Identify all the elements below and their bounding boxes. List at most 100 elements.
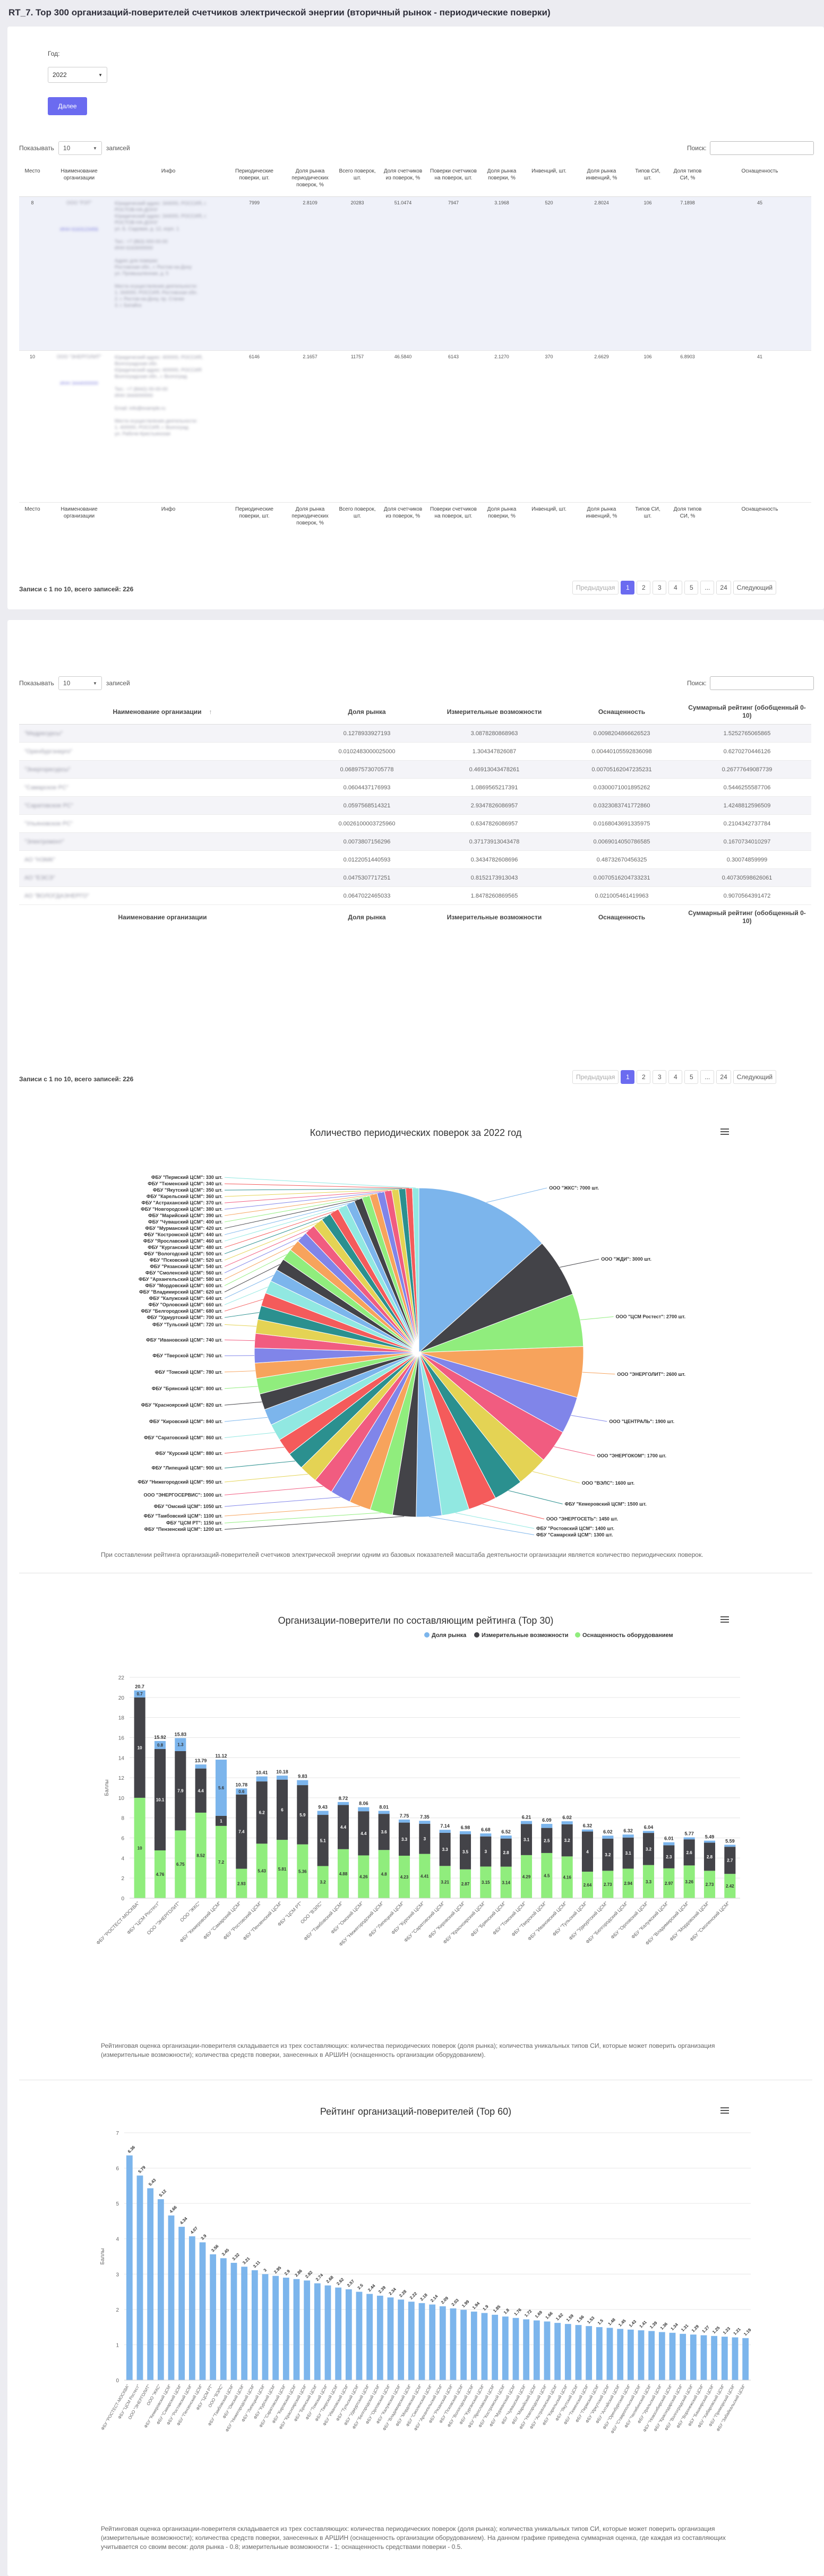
bar-segment[interactable] [724, 1845, 736, 1847]
bar[interactable] [210, 2254, 217, 2380]
bar-segment[interactable] [419, 1821, 431, 1824]
page-button[interactable]: 3 [653, 581, 667, 595]
column-header[interactable]: Доля рынка периодических поверок, % [291, 168, 329, 188]
bar-segment[interactable] [398, 1822, 410, 1856]
bar[interactable] [356, 2291, 363, 2380]
bar-segment[interactable] [378, 1814, 390, 1850]
bar-segment[interactable] [134, 1697, 145, 1798]
bar-segment[interactable] [337, 1802, 349, 1805]
bar-segment[interactable] [581, 1829, 594, 1832]
bar[interactable] [648, 2331, 655, 2380]
bar-segment[interactable] [581, 1831, 594, 1872]
bar-segment[interactable] [378, 1850, 390, 1898]
bar[interactable] [418, 2303, 425, 2380]
next-page-button[interactable]: Следующий [733, 1070, 777, 1084]
bar[interactable] [669, 2332, 676, 2380]
bar-segment[interactable] [622, 1868, 634, 1898]
bar-segment[interactable] [195, 1768, 207, 1813]
bar[interactable] [564, 2324, 571, 2380]
legend-label[interactable]: Измерительные возможности [482, 1632, 569, 1639]
bar[interactable] [282, 2277, 289, 2380]
bar-segment[interactable] [358, 1855, 370, 1898]
bar[interactable] [376, 2295, 383, 2380]
bar[interactable] [345, 2289, 352, 2380]
bar[interactable] [554, 2323, 561, 2380]
length-select[interactable]: 10 ▼ [58, 141, 102, 155]
bar-segment[interactable] [663, 1842, 675, 1846]
bar[interactable] [711, 2336, 718, 2380]
bar[interactable] [700, 2335, 707, 2380]
bar[interactable] [314, 2283, 321, 2380]
bar-segment[interactable] [317, 1815, 329, 1866]
bar-segment[interactable] [419, 1854, 431, 1898]
bar-segment[interactable] [419, 1823, 431, 1854]
bar[interactable] [492, 2314, 499, 2380]
bar-segment[interactable] [459, 1869, 471, 1898]
bar-segment[interactable] [642, 1831, 655, 1833]
column-header[interactable]: Типов СИ, шт. [635, 168, 660, 181]
page-button[interactable]: 1 [621, 581, 635, 595]
bar[interactable] [230, 2262, 237, 2380]
bar-segment[interactable] [175, 1751, 186, 1831]
bar[interactable] [658, 2332, 665, 2380]
bar-segment[interactable] [439, 1866, 451, 1898]
bar-segment[interactable] [236, 1794, 247, 1869]
bar-segment[interactable] [703, 1840, 716, 1843]
bar-segment[interactable] [439, 1830, 451, 1833]
bar-segment[interactable] [317, 1866, 329, 1898]
bar-segment[interactable] [703, 1842, 716, 1871]
bar[interactable] [627, 2329, 634, 2380]
column-header[interactable]: Суммарный рейтинг (обобщенный 0-10) [683, 700, 811, 725]
bar-segment[interactable] [541, 1853, 553, 1898]
bar-segment[interactable] [154, 1850, 166, 1898]
bar[interactable] [366, 2294, 373, 2380]
chart-menu-icon[interactable] [720, 1128, 729, 1135]
bar[interactable] [460, 2310, 467, 2380]
bar-segment[interactable] [561, 1821, 573, 1824]
bar-segment[interactable] [134, 1690, 145, 1698]
bar-segment[interactable] [541, 1828, 553, 1853]
column-header[interactable]: Доля рынка [306, 700, 428, 725]
org-link[interactable]: ИНН 6163123456 [59, 226, 99, 232]
bar-segment[interactable] [642, 1833, 655, 1865]
column-header[interactable]: Инфо [161, 168, 176, 174]
page-button[interactable]: 2 [637, 581, 651, 595]
bar[interactable] [721, 2337, 728, 2380]
column-header[interactable]: Поверки счетчиков на поверок, шт. [430, 168, 477, 181]
bar-segment[interactable] [602, 1838, 614, 1871]
bar-segment[interactable] [480, 1833, 492, 1837]
bar[interactable] [533, 2320, 540, 2380]
length-select[interactable]: 10 ▼ [58, 676, 102, 690]
page-button[interactable]: 5 [684, 1070, 699, 1084]
pie-slice[interactable] [418, 1187, 543, 1354]
bar-segment[interactable] [642, 1865, 655, 1898]
bar-segment[interactable] [297, 1844, 308, 1898]
bar-segment[interactable] [358, 1811, 370, 1856]
bar[interactable] [502, 2316, 509, 2380]
bar-segment[interactable] [337, 1805, 349, 1849]
bar[interactable] [544, 2321, 551, 2380]
bar-segment[interactable] [276, 1779, 288, 1840]
bar[interactable] [157, 2199, 164, 2380]
bar-segment[interactable] [703, 1871, 716, 1898]
bar-segment[interactable] [154, 1741, 166, 1750]
bar-segment[interactable] [317, 1811, 329, 1815]
bar[interactable] [398, 2299, 405, 2380]
bar[interactable] [439, 2306, 446, 2380]
column-header[interactable]: Оснащенность [561, 700, 683, 725]
bar-segment[interactable] [337, 1849, 349, 1898]
bar-segment[interactable] [215, 1815, 227, 1826]
bar-segment[interactable] [297, 1780, 308, 1786]
bar[interactable] [251, 2270, 258, 2380]
bar[interactable] [680, 2333, 686, 2380]
bar[interactable] [241, 2267, 248, 2380]
submit-button[interactable]: Далее [48, 97, 87, 115]
bar-segment[interactable] [500, 1838, 512, 1867]
column-header[interactable]: Доля счетчиков из поверок, % [383, 168, 423, 181]
bar-segment[interactable] [500, 1836, 512, 1839]
bar-segment[interactable] [256, 1843, 268, 1898]
legend-marker[interactable] [424, 1632, 430, 1638]
bar-segment[interactable] [622, 1834, 634, 1838]
bar[interactable] [575, 2325, 582, 2380]
bar-segment[interactable] [215, 1760, 227, 1816]
